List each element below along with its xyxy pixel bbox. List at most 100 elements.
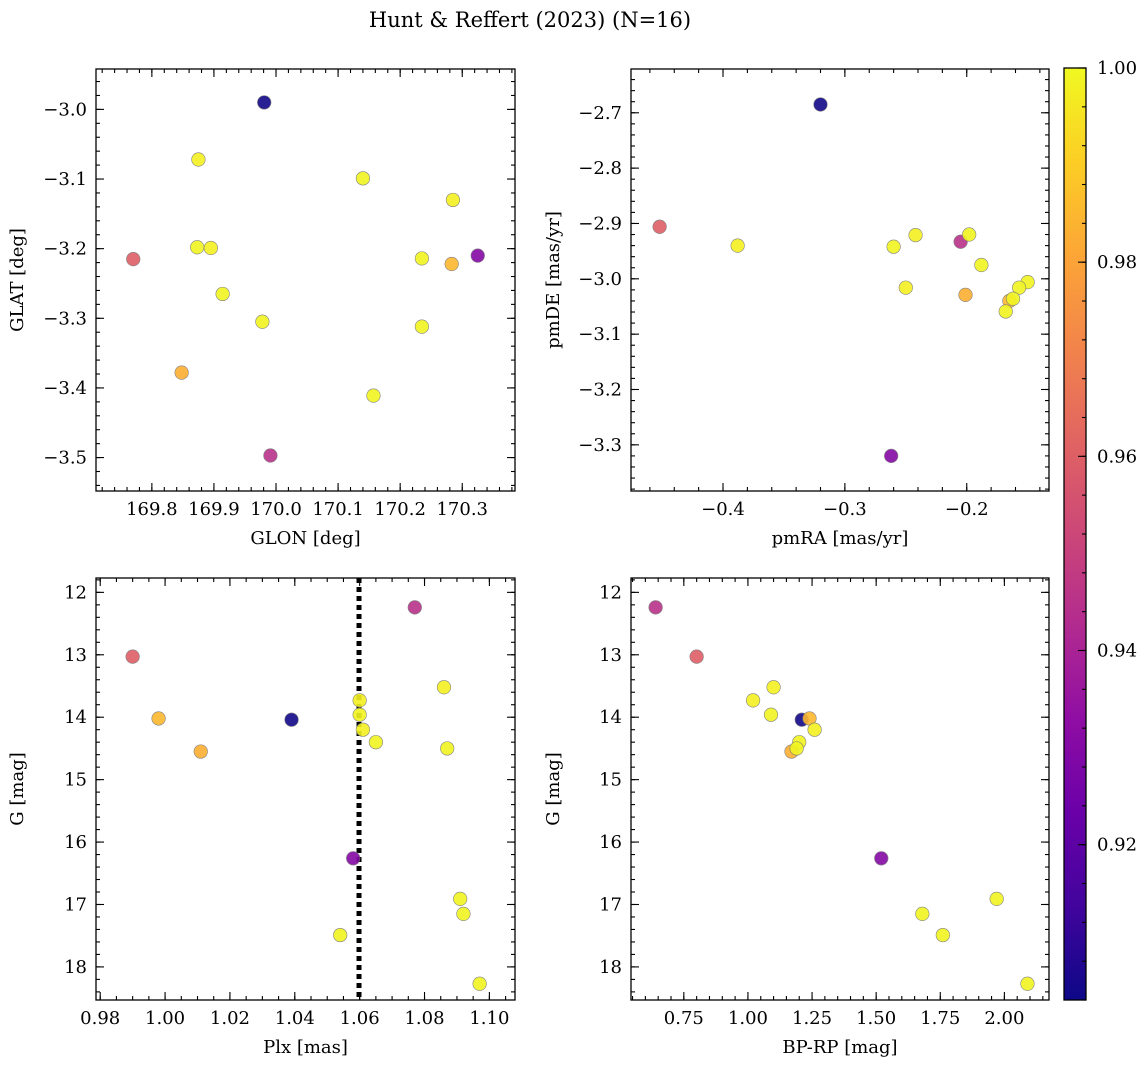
data-point xyxy=(407,600,422,615)
data-point xyxy=(652,219,667,234)
data-point xyxy=(974,257,989,273)
panel-plx-g: 0.98 1.00 1.02 1.04 1.06 1.08 1.10 12 13 14 15 16 17… xyxy=(7,577,516,1058)
data-point xyxy=(174,365,189,380)
x-tick-label: 1.02 xyxy=(210,1008,250,1029)
data-point xyxy=(908,227,923,243)
x-tick-label: 170.0 xyxy=(250,499,302,520)
y-axis-label: pmDE [mas/yr] xyxy=(543,211,564,349)
y-tick-label: 13 xyxy=(599,645,622,666)
x-tick-label: 169.8 xyxy=(126,499,178,520)
data-point xyxy=(191,152,206,167)
data-point xyxy=(766,680,781,695)
x-tick-label: 1.10 xyxy=(469,1008,509,1029)
data-point xyxy=(255,314,270,329)
data-point xyxy=(203,240,218,256)
data-point xyxy=(763,707,779,722)
data-point xyxy=(898,280,913,295)
y-tick-label: 16 xyxy=(599,832,622,853)
y-tick-label: 14 xyxy=(64,707,87,728)
x-tick-label: 170.1 xyxy=(312,499,364,520)
chart-title: Hunt & Reffert (2023) (N=16) xyxy=(369,8,691,32)
colorbar-tick-label: 0.98 xyxy=(1097,252,1137,273)
x-tick-label: 1.75 xyxy=(920,1008,960,1029)
data-point xyxy=(935,927,950,943)
y-tick-label: 18 xyxy=(64,957,87,978)
y-tick-label: 12 xyxy=(64,582,87,603)
data-point xyxy=(366,388,381,403)
colorbar-tick-label: 0.96 xyxy=(1097,446,1137,467)
data-point xyxy=(958,287,973,302)
x-tick-label: 2.00 xyxy=(984,1008,1024,1029)
data-point xyxy=(440,741,455,756)
y-tick-label: −3.1 xyxy=(43,169,87,190)
y-tick-label: −2.8 xyxy=(578,158,622,179)
x-tick-label: 1.08 xyxy=(404,1008,444,1029)
data-point xyxy=(1020,976,1035,991)
data-point xyxy=(789,741,804,756)
x-tick-label: 170.2 xyxy=(374,499,426,520)
x-tick-label: 0.75 xyxy=(664,1008,704,1029)
data-point xyxy=(414,251,429,266)
y-tick-label: −3.3 xyxy=(43,308,87,329)
x-tick-label: 1.50 xyxy=(856,1008,896,1029)
axes-frame xyxy=(630,68,1050,492)
data-point xyxy=(813,97,828,112)
y-axis-label: G [mag] xyxy=(543,752,564,825)
y-tick-label: −3.5 xyxy=(43,448,87,469)
data-point xyxy=(689,649,704,664)
panels: 169.8 169.9 170.0 170.1 170.2 170.3 −3.5 −3.4 −3… xyxy=(7,68,1050,1058)
panel-bprp-g: 0.75 1.00 1.25 1.50 1.75 2.00 12 13 14 15 16 17 18 BP… xyxy=(543,577,1050,1058)
data-point xyxy=(257,95,272,110)
data-point xyxy=(807,722,822,737)
colorbar-gradient xyxy=(1064,68,1086,1000)
x-tick-label: 169.9 xyxy=(188,499,240,520)
y-tick-label: 17 xyxy=(599,894,622,915)
data-point xyxy=(470,248,485,263)
y-tick-label: −3.0 xyxy=(43,99,87,120)
data-point xyxy=(730,238,745,253)
colorbar-frame xyxy=(1063,67,1087,1001)
y-tick-label: 18 xyxy=(599,957,622,978)
data-point xyxy=(989,891,1004,906)
x-tick-label: −0.4 xyxy=(701,499,745,520)
data-point xyxy=(884,448,899,464)
x-tick-label: 170.3 xyxy=(436,499,488,520)
y-tick-label: −3.2 xyxy=(578,379,622,400)
data-point xyxy=(355,171,371,186)
data-point xyxy=(1012,280,1027,295)
x-tick-label: 1.04 xyxy=(275,1008,315,1029)
y-tick-label: −3.4 xyxy=(43,378,87,399)
data-point xyxy=(436,680,452,695)
data-point xyxy=(352,693,367,708)
y-tick-label: 17 xyxy=(64,894,87,915)
y-tick-label: 14 xyxy=(599,707,622,728)
x-axis-label: pmRA [mas/yr] xyxy=(772,528,909,549)
data-point xyxy=(151,711,166,726)
data-point xyxy=(915,906,930,921)
data-point xyxy=(456,906,471,921)
data-point xyxy=(998,304,1013,319)
data-point xyxy=(352,707,367,722)
y-tick-label: −3.1 xyxy=(578,324,622,345)
panel-glon-glat: 169.8 169.9 170.0 170.1 170.2 170.3 −3.5 −3.4 −3… xyxy=(7,68,516,549)
x-tick-label: −0.2 xyxy=(945,499,989,520)
data-point xyxy=(368,735,383,750)
x-tick-label: 1.00 xyxy=(145,1008,185,1029)
y-tick-label: 13 xyxy=(64,645,87,666)
x-tick-label: −0.3 xyxy=(823,499,867,520)
data-point xyxy=(193,744,208,759)
y-tick-label: 15 xyxy=(64,770,87,791)
data-point xyxy=(445,192,461,208)
data-point xyxy=(284,712,299,727)
x-tick-label: 1.00 xyxy=(728,1008,768,1029)
y-tick-label: −3.0 xyxy=(578,269,622,290)
x-tick-label: 1.25 xyxy=(792,1008,832,1029)
axes-frame xyxy=(95,577,516,1001)
data-point xyxy=(962,227,977,242)
panel-pmra-pmde: −0.4 −0.3 −0.2 −3.3 −3.2 −3.1 −3.0 −2.9 −2.8 −2.7… xyxy=(543,68,1050,549)
axes-frame xyxy=(630,577,1050,1001)
data-point xyxy=(648,600,663,615)
data-point xyxy=(444,256,459,272)
y-tick-label: −3.2 xyxy=(43,239,87,260)
